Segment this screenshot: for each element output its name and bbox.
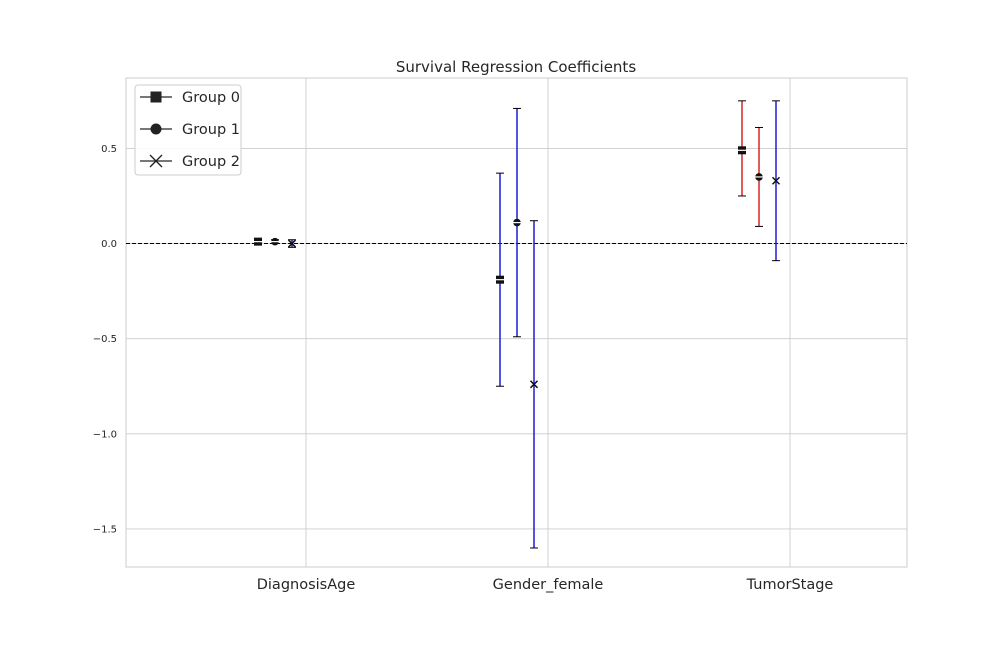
legend-label: Group 2: [182, 154, 240, 170]
x-axis-ticks: DiagnosisAge Gender_female TumorStage: [257, 577, 834, 593]
errorbar-point: [513, 107, 521, 338]
legend-square-icon: [150, 91, 162, 103]
legend: Group 0 Group 1 Group 2: [134, 84, 242, 176]
x-marker-stroke: [771, 176, 781, 185]
data-marks: [254, 100, 781, 549]
legend-entry: Group 2: [140, 154, 240, 170]
legend-box: [134, 84, 242, 176]
chart-title: Survival Regression Coefficients: [396, 58, 636, 76]
plot-border: [125, 77, 908, 568]
legend-entry: Group 0: [140, 90, 240, 106]
errorbar-point: [254, 237, 262, 246]
plot-frame: [125, 77, 908, 568]
errorbar-point: [496, 172, 504, 387]
errorbar-point: [287, 239, 297, 248]
y-tick-label: −1.5: [93, 524, 117, 535]
y-tick-label: 0.0: [101, 239, 117, 250]
errorbar-point: [529, 220, 539, 549]
x-marker-stroke: [287, 239, 297, 248]
y-tick-label: −1.0: [93, 429, 117, 440]
y-tick-label: 0.5: [101, 144, 117, 155]
legend-label: Group 1: [182, 122, 240, 138]
legend-label: Group 0: [182, 90, 240, 106]
x-tick-label: DiagnosisAge: [257, 577, 356, 593]
y-axis-ticks: 0.5 0.0 −0.5 −1.0 −1.5: [93, 144, 117, 536]
errorbar-point: [771, 100, 781, 262]
x-tick-label: Gender_female: [493, 577, 604, 593]
x-marker-stroke: [529, 380, 539, 389]
legend-x-icon: [149, 154, 163, 168]
errorbar-point: [738, 100, 746, 197]
errorbar-point: [755, 126, 763, 227]
legend-circle-icon: [150, 123, 162, 135]
x-tick-label: TumorStage: [746, 577, 834, 593]
legend-entry: Group 1: [140, 122, 240, 138]
errorbar-point: [271, 237, 279, 246]
y-tick-label: −0.5: [93, 334, 117, 345]
